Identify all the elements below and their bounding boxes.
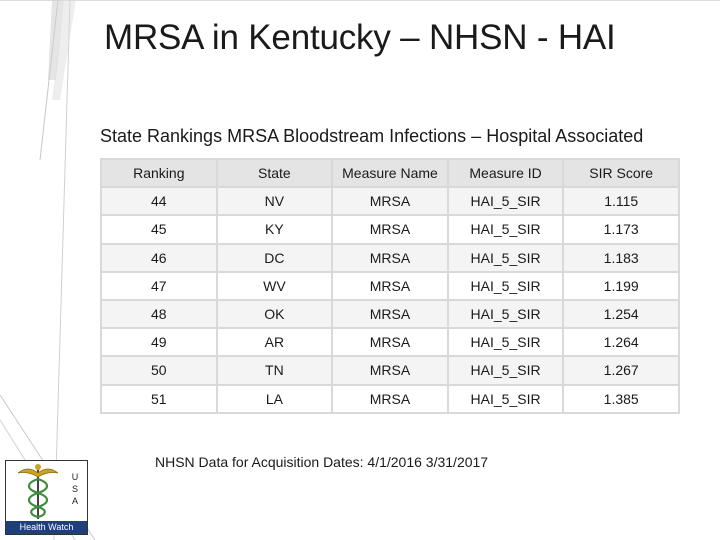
- cell-ranking: 44: [102, 188, 216, 215]
- cell-ranking: 45: [102, 216, 216, 243]
- table-row: 51 LA MRSA HAI_5_SIR 1.385: [102, 385, 678, 412]
- cell-ranking: 46: [102, 244, 216, 271]
- cell-measure-name: MRSA: [333, 300, 447, 328]
- rankings-table: Ranking State Measure Name Measure ID SI…: [100, 158, 680, 414]
- header-measure-id: Measure ID: [448, 160, 563, 187]
- cell-state: KY: [217, 216, 332, 243]
- rankings-table-container: Ranking State Measure Name Measure ID SI…: [100, 158, 680, 414]
- table-row: 44 NV MRSA HAI_5_SIR 1.115: [102, 188, 678, 215]
- cell-state: LA: [217, 385, 332, 412]
- caduceus-icon: [17, 464, 59, 519]
- header-sir-score: SIR Score: [564, 160, 678, 187]
- cell-measure-name: MRSA: [333, 216, 447, 243]
- table-header-row: Ranking State Measure Name Measure ID SI…: [102, 160, 678, 187]
- cell-measure-name: MRSA: [333, 357, 447, 384]
- cell-ranking: 47: [102, 272, 216, 299]
- data-date-range-note: NHSN Data for Acquisition Dates: 4/1/201…: [155, 454, 489, 470]
- header-ranking: Ranking: [102, 160, 216, 187]
- cell-measure-id: HAI_5_SIR: [448, 188, 563, 215]
- cell-measure-id: HAI_5_SIR: [448, 329, 563, 356]
- cell-state: AR: [217, 329, 332, 356]
- logo-letter: A: [71, 496, 78, 506]
- cell-sir-score: 1.264: [564, 329, 678, 356]
- cell-sir-score: 1.267: [564, 357, 678, 384]
- cell-measure-id: HAI_5_SIR: [448, 244, 563, 271]
- cell-state: DC: [217, 244, 332, 271]
- logo-text: Health Watch: [6, 521, 87, 534]
- cell-measure-name: MRSA: [333, 329, 447, 356]
- logo-letter: U: [71, 472, 79, 482]
- table-row: 46 DC MRSA HAI_5_SIR 1.183: [102, 244, 678, 271]
- usa-health-watch-logo: U S A Health Watch: [5, 460, 88, 535]
- cell-measure-id: HAI_5_SIR: [448, 300, 563, 328]
- cell-sir-score: 1.385: [564, 385, 678, 412]
- cell-state: OK: [217, 300, 332, 328]
- cell-state: WV: [217, 272, 332, 299]
- cell-sir-score: 1.115: [564, 188, 678, 215]
- cell-state: TN: [217, 357, 332, 384]
- logo-letters: U S A: [68, 471, 82, 507]
- cell-measure-id: HAI_5_SIR: [448, 385, 563, 412]
- header-measure-name: Measure Name: [333, 160, 447, 187]
- table-row: 48 OK MRSA HAI_5_SIR 1.254: [102, 300, 678, 328]
- table-row: 49 AR MRSA HAI_5_SIR 1.264: [102, 329, 678, 356]
- cell-measure-name: MRSA: [333, 188, 447, 215]
- cell-ranking: 50: [102, 357, 216, 384]
- cell-measure-id: HAI_5_SIR: [448, 357, 563, 384]
- cell-measure-id: HAI_5_SIR: [448, 272, 563, 299]
- slide-title: MRSA in Kentucky – NHSN - HAI: [104, 18, 616, 57]
- cell-sir-score: 1.199: [564, 272, 678, 299]
- table-row: 45 KY MRSA HAI_5_SIR 1.173: [102, 216, 678, 243]
- cell-ranking: 49: [102, 329, 216, 356]
- cell-sir-score: 1.254: [564, 300, 678, 328]
- cell-sir-score: 1.173: [564, 216, 678, 243]
- cell-ranking: 51: [102, 385, 216, 412]
- table-row: 47 WV MRSA HAI_5_SIR 1.199: [102, 272, 678, 299]
- table-caption: State Rankings MRSA Bloodstream Infectio…: [100, 126, 644, 146]
- cell-sir-score: 1.183: [564, 244, 678, 271]
- table-row: 50 TN MRSA HAI_5_SIR 1.267: [102, 357, 678, 384]
- cell-measure-name: MRSA: [333, 385, 447, 412]
- cell-ranking: 48: [102, 300, 216, 328]
- cell-measure-name: MRSA: [333, 272, 447, 299]
- logo-letter: S: [71, 484, 78, 494]
- header-state: State: [217, 160, 332, 187]
- cell-measure-id: HAI_5_SIR: [448, 216, 563, 243]
- cell-measure-name: MRSA: [333, 244, 447, 271]
- cell-state: NV: [217, 188, 332, 215]
